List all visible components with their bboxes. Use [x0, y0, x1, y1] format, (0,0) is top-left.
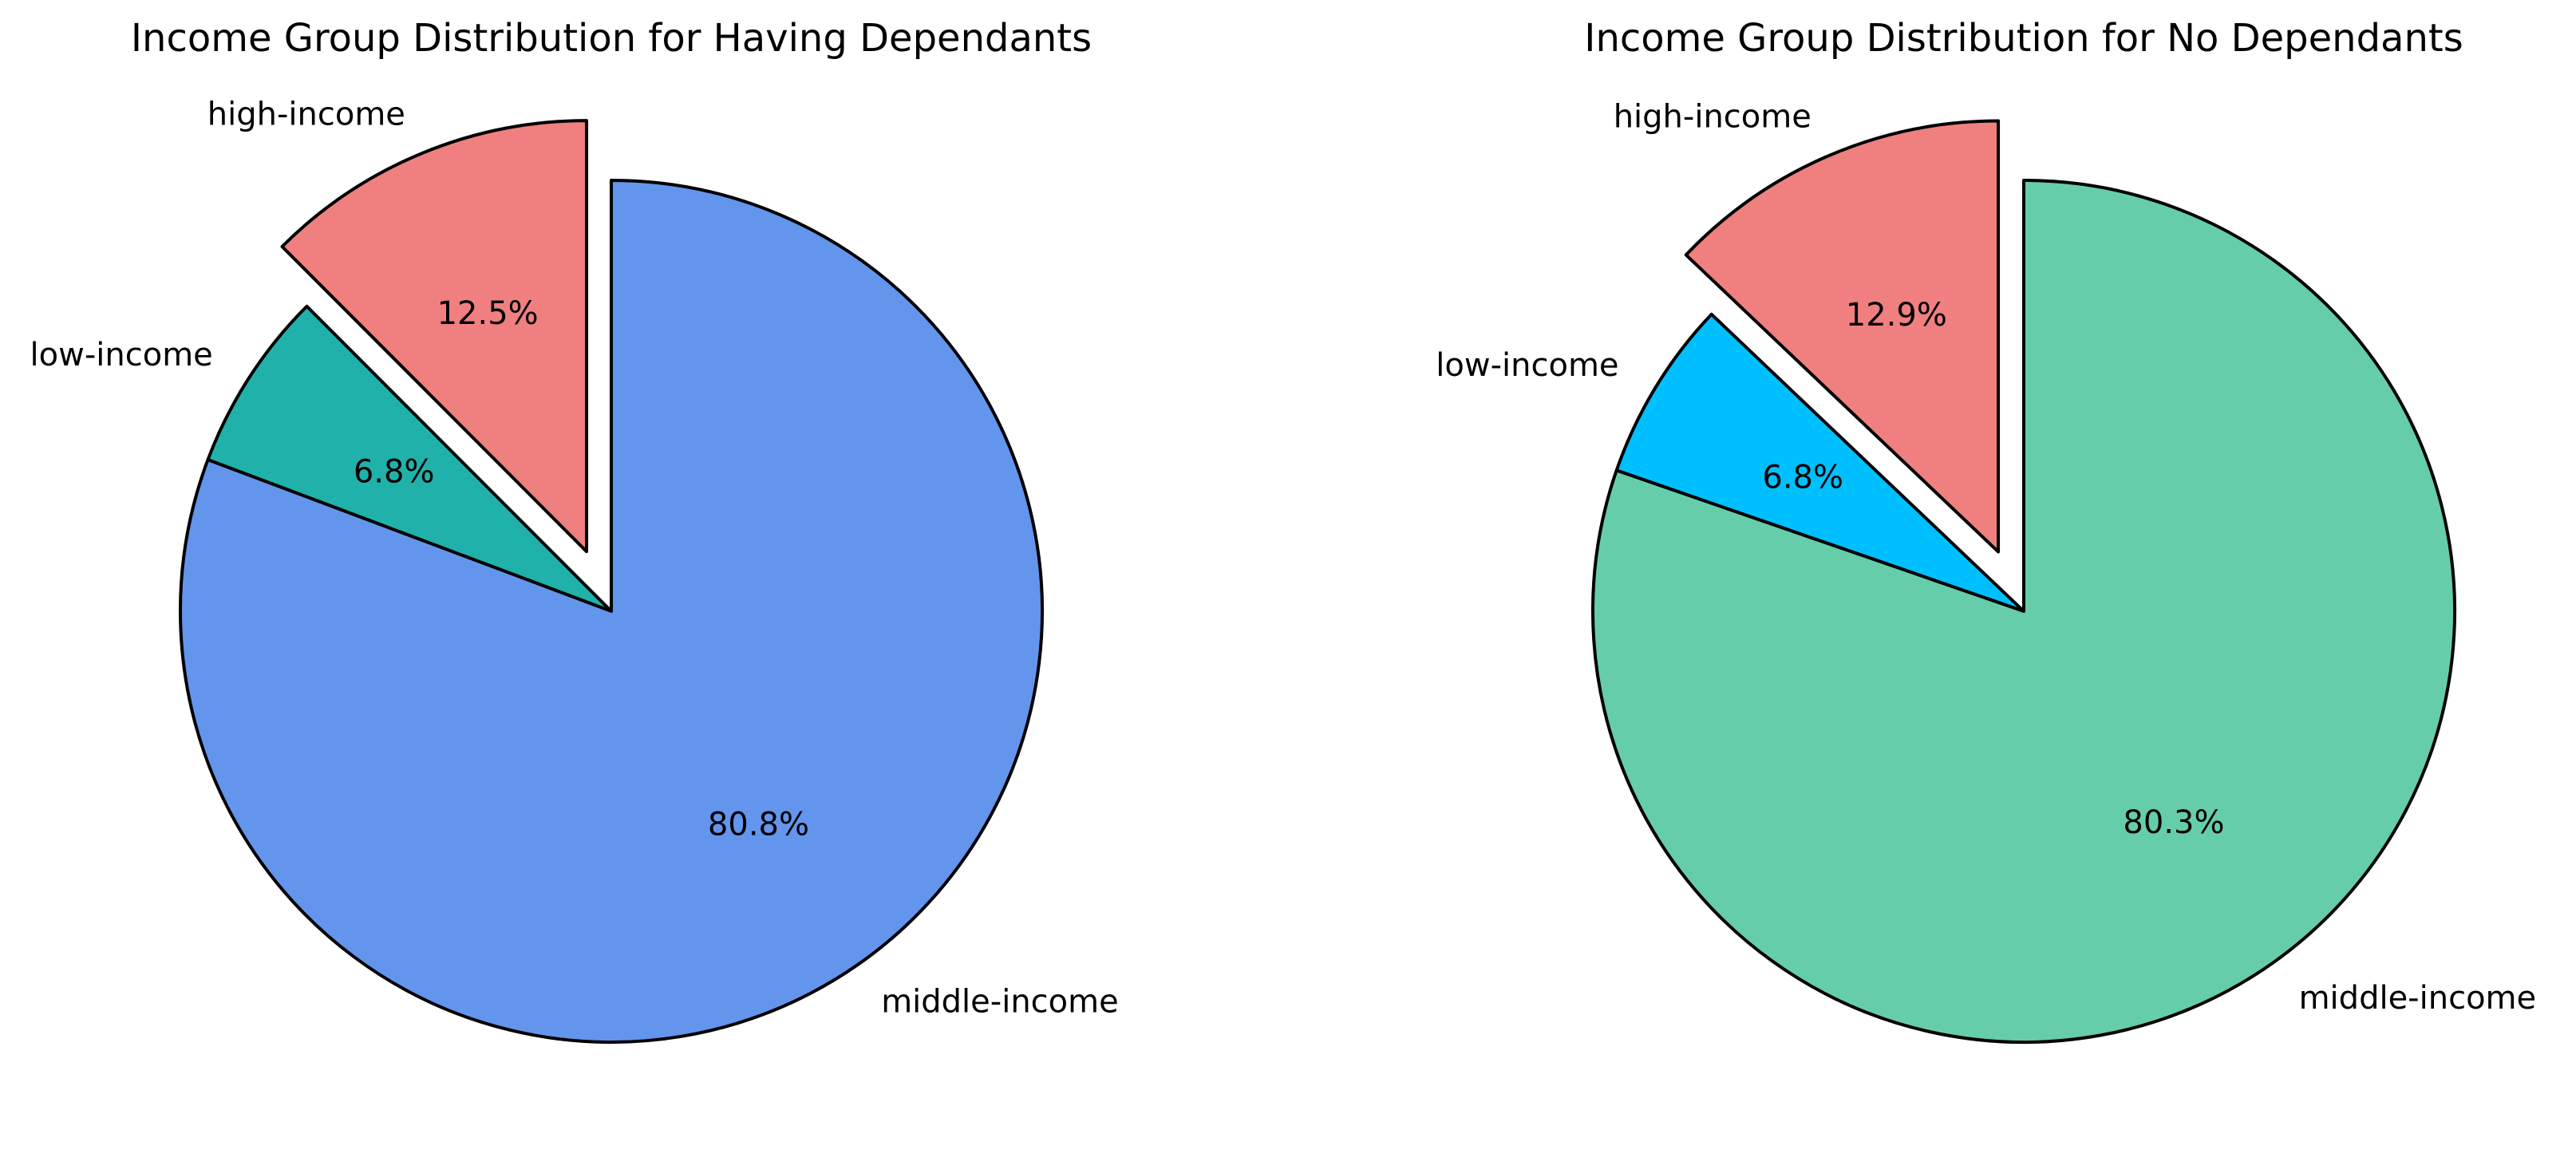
pie-slice-low-income	[206, 304, 613, 613]
slice-label-high-income: high-income	[1614, 99, 1811, 136]
pie-chart-no-dependants: Income Group Distribution for No Dependa…	[1436, 16, 2537, 1044]
chart-title: Income Group Distribution for Having Dep…	[131, 16, 1092, 61]
slice-label-middle-income: middle-income	[2299, 980, 2537, 1017]
slice-label-low-income: low-income	[1436, 347, 1618, 384]
pct-label-middle-income: 80.8%	[708, 806, 809, 843]
pct-label-high-income: 12.9%	[1846, 297, 1947, 334]
pct-label-low-income: 6.8%	[1762, 460, 1843, 496]
chart-title: Income Group Distribution for No Dependa…	[1584, 16, 2463, 61]
pct-label-low-income: 6.8%	[354, 453, 435, 490]
pie-slice-middle-income	[179, 179, 1044, 1044]
pie-slice-middle-income	[1591, 179, 2457, 1044]
slice-label-high-income: high-income	[207, 96, 405, 132]
pie-chart-having-dependants: Income Group Distribution for Having Dep…	[30, 16, 1119, 1044]
pct-label-middle-income: 80.3%	[2123, 804, 2224, 841]
pie-slice-low-income	[1614, 312, 2025, 613]
slice-label-low-income: low-income	[30, 337, 213, 373]
slice-label-middle-income: middle-income	[881, 983, 1119, 1020]
pct-label-high-income: 12.5%	[437, 295, 539, 332]
pie-slice-high-income	[1684, 119, 2001, 554]
pie-slice-high-income	[280, 119, 589, 554]
